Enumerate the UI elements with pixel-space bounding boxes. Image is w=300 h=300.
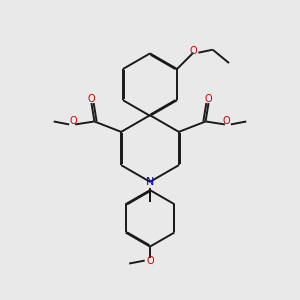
Text: O: O	[205, 94, 212, 103]
Text: O: O	[70, 116, 77, 126]
Text: O: O	[190, 46, 197, 56]
Text: O: O	[88, 94, 95, 103]
Text: N: N	[146, 177, 154, 187]
Text: O: O	[223, 116, 230, 126]
Text: O: O	[146, 256, 154, 266]
